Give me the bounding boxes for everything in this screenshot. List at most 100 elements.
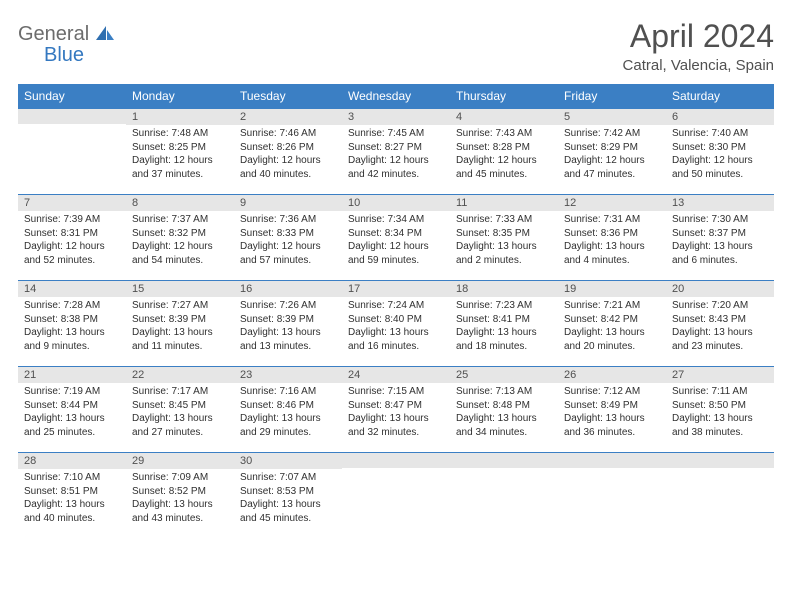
- day-detail-line: Daylight: 13 hours: [564, 412, 660, 426]
- day-number: 25: [450, 366, 558, 383]
- day-detail-line: and 29 minutes.: [240, 426, 336, 440]
- calendar-day-cell: 4Sunrise: 7:43 AMSunset: 8:28 PMDaylight…: [450, 108, 558, 194]
- day-detail-line: and 2 minutes.: [456, 254, 552, 268]
- day-number: 10: [342, 194, 450, 211]
- day-detail-line: Sunset: 8:30 PM: [672, 141, 768, 155]
- day-detail-line: Sunrise: 7:17 AM: [132, 385, 228, 399]
- calendar-day-cell: 29Sunrise: 7:09 AMSunset: 8:52 PMDayligh…: [126, 452, 234, 538]
- day-detail-line: Daylight: 13 hours: [564, 326, 660, 340]
- day-detail-line: Daylight: 12 hours: [456, 154, 552, 168]
- calendar-empty-cell: [450, 452, 558, 538]
- calendar-day-cell: 6Sunrise: 7:40 AMSunset: 8:30 PMDaylight…: [666, 108, 774, 194]
- day-detail-line: Sunrise: 7:27 AM: [132, 299, 228, 313]
- day-details: Sunrise: 7:27 AMSunset: 8:39 PMDaylight:…: [126, 297, 234, 357]
- day-detail-line: Daylight: 12 hours: [240, 154, 336, 168]
- calendar-empty-cell: [666, 452, 774, 538]
- day-details: Sunrise: 7:43 AMSunset: 8:28 PMDaylight:…: [450, 125, 558, 185]
- day-detail-line: Sunset: 8:50 PM: [672, 399, 768, 413]
- day-header-sunday: Sunday: [18, 84, 126, 108]
- day-details: Sunrise: 7:15 AMSunset: 8:47 PMDaylight:…: [342, 383, 450, 443]
- day-detail-line: Sunset: 8:37 PM: [672, 227, 768, 241]
- day-details: Sunrise: 7:26 AMSunset: 8:39 PMDaylight:…: [234, 297, 342, 357]
- day-detail-line: and 25 minutes.: [24, 426, 120, 440]
- day-detail-line: and 20 minutes.: [564, 340, 660, 354]
- day-detail-line: Sunrise: 7:09 AM: [132, 471, 228, 485]
- day-detail-line: Daylight: 12 hours: [348, 240, 444, 254]
- day-detail-line: Sunset: 8:32 PM: [132, 227, 228, 241]
- day-detail-line: Sunset: 8:42 PM: [564, 313, 660, 327]
- calendar-day-cell: 2Sunrise: 7:46 AMSunset: 8:26 PMDaylight…: [234, 108, 342, 194]
- day-number: 8: [126, 194, 234, 211]
- day-details: Sunrise: 7:30 AMSunset: 8:37 PMDaylight:…: [666, 211, 774, 271]
- calendar-day-cell: 26Sunrise: 7:12 AMSunset: 8:49 PMDayligh…: [558, 366, 666, 452]
- day-details: Sunrise: 7:42 AMSunset: 8:29 PMDaylight:…: [558, 125, 666, 185]
- calendar-day-cell: 28Sunrise: 7:10 AMSunset: 8:51 PMDayligh…: [18, 452, 126, 538]
- day-detail-line: Sunset: 8:36 PM: [564, 227, 660, 241]
- calendar-day-cell: 22Sunrise: 7:17 AMSunset: 8:45 PMDayligh…: [126, 366, 234, 452]
- day-detail-line: Sunset: 8:26 PM: [240, 141, 336, 155]
- day-detail-line: and 54 minutes.: [132, 254, 228, 268]
- calendar-week-row: 14Sunrise: 7:28 AMSunset: 8:38 PMDayligh…: [18, 280, 774, 366]
- day-details: [18, 124, 126, 184]
- day-details: Sunrise: 7:17 AMSunset: 8:45 PMDaylight:…: [126, 383, 234, 443]
- day-detail-line: Sunset: 8:41 PM: [456, 313, 552, 327]
- day-details: [342, 468, 450, 528]
- day-detail-line: Daylight: 13 hours: [456, 412, 552, 426]
- day-details: Sunrise: 7:28 AMSunset: 8:38 PMDaylight:…: [18, 297, 126, 357]
- calendar-day-cell: 21Sunrise: 7:19 AMSunset: 8:44 PMDayligh…: [18, 366, 126, 452]
- document-header: General Blue April 2024 Catral, Valencia…: [18, 18, 774, 74]
- location-text: Catral, Valencia, Spain: [623, 57, 774, 74]
- day-detail-line: and 36 minutes.: [564, 426, 660, 440]
- day-detail-line: Sunrise: 7:13 AM: [456, 385, 552, 399]
- day-detail-line: Daylight: 12 hours: [132, 154, 228, 168]
- day-details: Sunrise: 7:19 AMSunset: 8:44 PMDaylight:…: [18, 383, 126, 443]
- calendar-day-cell: 7Sunrise: 7:39 AMSunset: 8:31 PMDaylight…: [18, 194, 126, 280]
- day-number: 11: [450, 194, 558, 211]
- day-detail-line: and 40 minutes.: [24, 512, 120, 526]
- day-number: 17: [342, 280, 450, 297]
- day-detail-line: Sunset: 8:46 PM: [240, 399, 336, 413]
- day-detail-line: Sunrise: 7:48 AM: [132, 127, 228, 141]
- day-detail-line: Sunset: 8:44 PM: [24, 399, 120, 413]
- day-detail-line: and 42 minutes.: [348, 168, 444, 182]
- day-detail-line: Daylight: 12 hours: [132, 240, 228, 254]
- calendar-day-cell: 10Sunrise: 7:34 AMSunset: 8:34 PMDayligh…: [342, 194, 450, 280]
- day-details: Sunrise: 7:13 AMSunset: 8:48 PMDaylight:…: [450, 383, 558, 443]
- day-detail-line: Daylight: 13 hours: [564, 240, 660, 254]
- day-detail-line: Sunrise: 7:45 AM: [348, 127, 444, 141]
- day-detail-line: Sunrise: 7:37 AM: [132, 213, 228, 227]
- calendar-day-cell: 25Sunrise: 7:13 AMSunset: 8:48 PMDayligh…: [450, 366, 558, 452]
- day-detail-line: Daylight: 13 hours: [24, 498, 120, 512]
- day-detail-line: Sunset: 8:43 PM: [672, 313, 768, 327]
- day-number: 30: [234, 452, 342, 469]
- day-detail-line: Daylight: 13 hours: [348, 412, 444, 426]
- day-details: Sunrise: 7:46 AMSunset: 8:26 PMDaylight:…: [234, 125, 342, 185]
- day-detail-line: Sunset: 8:52 PM: [132, 485, 228, 499]
- day-details: Sunrise: 7:21 AMSunset: 8:42 PMDaylight:…: [558, 297, 666, 357]
- day-detail-line: Sunset: 8:25 PM: [132, 141, 228, 155]
- day-details: Sunrise: 7:12 AMSunset: 8:49 PMDaylight:…: [558, 383, 666, 443]
- calendar-empty-cell: [342, 452, 450, 538]
- calendar-week-row: 1Sunrise: 7:48 AMSunset: 8:25 PMDaylight…: [18, 108, 774, 194]
- day-detail-line: and 4 minutes.: [564, 254, 660, 268]
- day-detail-line: Daylight: 13 hours: [672, 240, 768, 254]
- logo-sail-icon: [96, 27, 114, 44]
- day-details: Sunrise: 7:16 AMSunset: 8:46 PMDaylight:…: [234, 383, 342, 443]
- day-detail-line: Daylight: 13 hours: [132, 412, 228, 426]
- day-number: 9: [234, 194, 342, 211]
- day-detail-line: Sunset: 8:47 PM: [348, 399, 444, 413]
- day-detail-line: Sunset: 8:33 PM: [240, 227, 336, 241]
- day-number: 13: [666, 194, 774, 211]
- day-detail-line: Daylight: 13 hours: [456, 240, 552, 254]
- day-detail-line: Sunrise: 7:12 AM: [564, 385, 660, 399]
- calendar-day-cell: 11Sunrise: 7:33 AMSunset: 8:35 PMDayligh…: [450, 194, 558, 280]
- day-detail-line: and 47 minutes.: [564, 168, 660, 182]
- day-details: Sunrise: 7:36 AMSunset: 8:33 PMDaylight:…: [234, 211, 342, 271]
- day-detail-line: and 40 minutes.: [240, 168, 336, 182]
- day-number: 27: [666, 366, 774, 383]
- calendar-day-cell: 17Sunrise: 7:24 AMSunset: 8:40 PMDayligh…: [342, 280, 450, 366]
- day-detail-line: Daylight: 13 hours: [348, 326, 444, 340]
- day-detail-line: Sunrise: 7:23 AM: [456, 299, 552, 313]
- calendar-day-cell: 3Sunrise: 7:45 AMSunset: 8:27 PMDaylight…: [342, 108, 450, 194]
- day-details: Sunrise: 7:34 AMSunset: 8:34 PMDaylight:…: [342, 211, 450, 271]
